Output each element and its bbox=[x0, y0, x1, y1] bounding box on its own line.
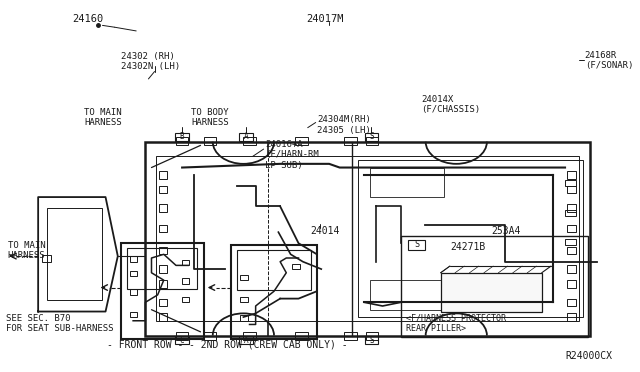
Text: C: C bbox=[180, 336, 184, 345]
Bar bbox=[156, 157, 579, 321]
Bar bbox=[130, 256, 138, 262]
Bar bbox=[568, 247, 576, 254]
Bar bbox=[204, 332, 216, 340]
Text: 24304M(RH)
24305 (LH): 24304M(RH) 24305 (LH) bbox=[317, 115, 371, 135]
Text: SEE SEC. B70
FOR SEAT SUB-HARNESS: SEE SEC. B70 FOR SEAT SUB-HARNESS bbox=[6, 314, 114, 333]
Bar bbox=[145, 142, 589, 336]
Text: TO BODY
HARNESS: TO BODY HARNESS bbox=[191, 108, 229, 127]
Bar bbox=[175, 336, 189, 344]
Text: S: S bbox=[369, 336, 374, 345]
Bar bbox=[182, 260, 189, 265]
Bar bbox=[568, 225, 576, 232]
Bar bbox=[159, 299, 168, 306]
Text: 24016+A
(F/HARN-RM
LP SUB): 24016+A (F/HARN-RM LP SUB) bbox=[265, 140, 319, 170]
Bar bbox=[568, 313, 576, 321]
Bar bbox=[365, 133, 378, 141]
Bar bbox=[159, 225, 168, 232]
Bar bbox=[130, 289, 138, 295]
Bar bbox=[344, 137, 356, 145]
Bar bbox=[296, 137, 308, 145]
Bar bbox=[344, 332, 356, 340]
Bar bbox=[243, 137, 255, 145]
Bar bbox=[568, 171, 576, 179]
Bar bbox=[239, 133, 253, 141]
Text: A: A bbox=[244, 336, 248, 345]
Text: 24017M: 24017M bbox=[306, 14, 344, 24]
Text: 253A4: 253A4 bbox=[492, 226, 521, 236]
Bar bbox=[159, 313, 168, 321]
Bar bbox=[241, 275, 248, 280]
Bar bbox=[366, 332, 378, 340]
Bar bbox=[159, 265, 168, 273]
Bar bbox=[121, 243, 204, 339]
Bar bbox=[204, 137, 216, 145]
Bar bbox=[371, 167, 444, 197]
Text: 24014X
(F/CHASSIS): 24014X (F/CHASSIS) bbox=[421, 95, 480, 115]
Bar bbox=[366, 137, 378, 145]
Bar bbox=[408, 240, 426, 250]
Text: - 2ND ROW (CREW CAB ONLY) -: - 2ND ROW (CREW CAB ONLY) - bbox=[189, 340, 348, 350]
Bar bbox=[296, 332, 308, 340]
Bar bbox=[159, 247, 168, 254]
Bar bbox=[176, 332, 188, 340]
Bar bbox=[441, 273, 541, 311]
Text: 24014: 24014 bbox=[311, 226, 340, 236]
Text: 24168R
(F/SONAR): 24168R (F/SONAR) bbox=[584, 51, 633, 70]
Text: S: S bbox=[414, 240, 419, 249]
Bar bbox=[176, 137, 188, 145]
Bar bbox=[159, 186, 168, 193]
Bar bbox=[568, 299, 576, 306]
Text: 24160: 24160 bbox=[72, 14, 103, 24]
Bar bbox=[159, 171, 168, 179]
Bar bbox=[568, 280, 576, 288]
Text: TO MAIN
HARNESS: TO MAIN HARNESS bbox=[84, 108, 122, 127]
Text: - FRONT ROW -: - FRONT ROW - bbox=[107, 340, 184, 350]
Bar bbox=[127, 248, 197, 289]
Bar bbox=[239, 336, 253, 344]
Bar bbox=[243, 332, 255, 340]
Text: 24302 (RH)
24302N (LH): 24302 (RH) 24302N (LH) bbox=[121, 51, 180, 71]
Text: <F/HARNESS PROTECTOR
REAR PILLER>: <F/HARNESS PROTECTOR REAR PILLER> bbox=[406, 314, 506, 333]
Bar bbox=[237, 250, 311, 290]
Bar bbox=[241, 297, 248, 302]
Text: S: S bbox=[369, 132, 374, 141]
Text: R24000CX: R24000CX bbox=[566, 351, 613, 361]
Text: A: A bbox=[244, 132, 248, 141]
Bar bbox=[292, 263, 300, 269]
Bar bbox=[565, 210, 576, 215]
Bar bbox=[401, 236, 588, 337]
Bar bbox=[565, 180, 576, 186]
Bar bbox=[365, 336, 378, 344]
Bar bbox=[42, 255, 51, 262]
Bar bbox=[182, 278, 189, 284]
Text: 24271B: 24271B bbox=[450, 242, 485, 252]
Bar bbox=[159, 280, 168, 288]
Bar bbox=[175, 133, 189, 141]
Bar bbox=[568, 205, 576, 212]
Bar bbox=[130, 271, 138, 276]
Bar bbox=[568, 186, 576, 193]
Bar bbox=[130, 311, 138, 317]
Bar bbox=[231, 245, 317, 339]
Bar bbox=[565, 239, 576, 245]
Text: B: B bbox=[180, 132, 184, 141]
Bar bbox=[358, 160, 584, 317]
Bar bbox=[159, 205, 168, 212]
Bar bbox=[241, 315, 248, 321]
Bar bbox=[568, 265, 576, 273]
Bar bbox=[182, 297, 189, 302]
Text: TO MAIN
HARNESS: TO MAIN HARNESS bbox=[8, 241, 45, 260]
Bar bbox=[371, 280, 444, 310]
Bar bbox=[47, 208, 102, 301]
